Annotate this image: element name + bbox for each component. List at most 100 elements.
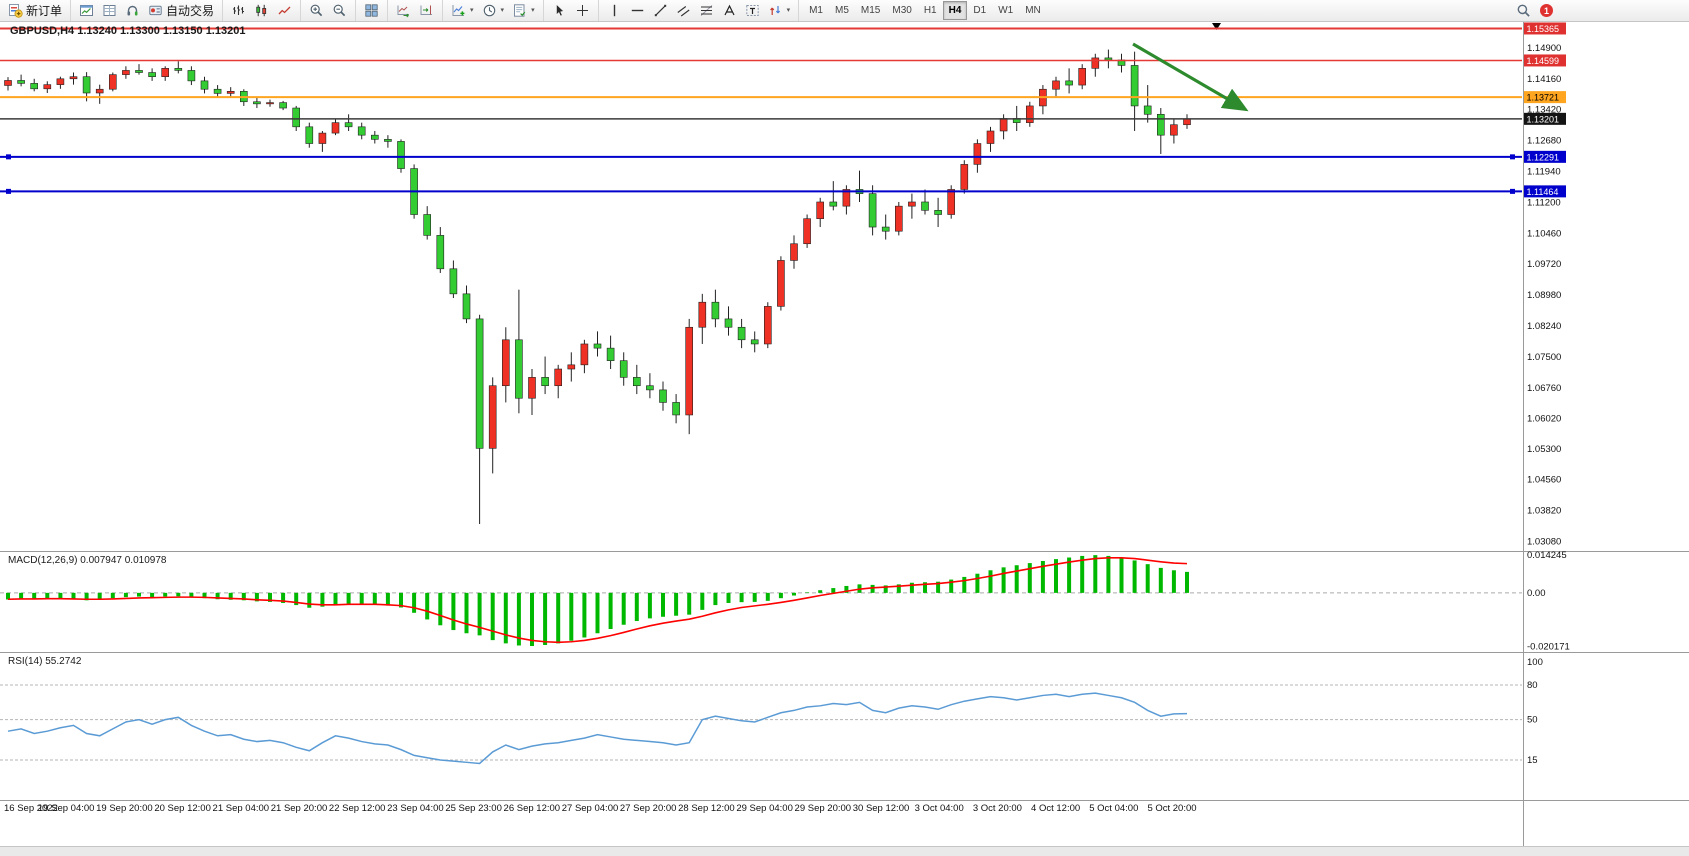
trendline-button[interactable] <box>650 1 671 20</box>
panel-separators <box>0 21 1689 846</box>
support-line[interactable] <box>0 188 1522 194</box>
community-button[interactable] <box>122 1 143 20</box>
rsi-line <box>7 692 1188 765</box>
bear-candle <box>724 306 733 336</box>
bear-candle <box>659 381 667 411</box>
trend-arrow[interactable] <box>1132 42 1249 112</box>
time-tick-label: 29 Sep 20:00 <box>795 803 852 814</box>
bear-candle <box>711 289 720 328</box>
timeframe-m5-button[interactable]: M5 <box>835 5 849 16</box>
toolbar-group: 自动交易 <box>70 0 222 21</box>
new-order-icon <box>8 3 23 18</box>
text-label-button[interactable] <box>742 1 763 20</box>
zoom-in-button[interactable] <box>306 1 327 20</box>
price-axis[interactable]: 1.14900 1.14160 1.13420 1.12680 1.11940 1.112… <box>1524 22 1570 766</box>
macd-panel[interactable] <box>0 555 1522 647</box>
dropdown-caret-icon[interactable]: ▾ <box>786 7 791 14</box>
data-window-button[interactable] <box>99 1 120 20</box>
trendline-icon <box>653 3 668 18</box>
candlestick-chart-type-button[interactable] <box>251 1 272 20</box>
tile-windows-button[interactable] <box>361 1 382 20</box>
bear-candle <box>737 318 746 349</box>
chart-shift-button[interactable] <box>416 1 437 20</box>
bull-candle <box>908 193 916 219</box>
bear-candle <box>921 189 929 215</box>
price-tick-label: 1.03080 <box>1527 536 1561 547</box>
main-price-panel[interactable] <box>0 23 1522 524</box>
price-tick-label: 1.05300 <box>1527 444 1561 455</box>
dropdown-caret-icon[interactable]: ▾ <box>531 7 535 14</box>
toolbar-group <box>542 0 598 21</box>
bull-candle <box>1183 114 1191 129</box>
price-tick-label: 1.11940 <box>1527 166 1561 177</box>
line-handle[interactable] <box>6 154 11 160</box>
timeframe-d1-button[interactable]: D1 <box>973 5 987 16</box>
dropdown-caret-icon[interactable]: ▾ <box>470 7 474 14</box>
chart-shift-marker-icon[interactable] <box>1212 23 1221 30</box>
price-tick-label: 1.09720 <box>1527 259 1561 270</box>
line-handle[interactable] <box>6 188 11 194</box>
cursor-button[interactable] <box>549 1 570 20</box>
price-badge-1.13201: 1.13201 <box>1524 112 1566 125</box>
equidistant-channel-button[interactable] <box>673 1 694 20</box>
rsi-panel[interactable] <box>0 684 1522 765</box>
timeframe-w1-button[interactable]: W1 <box>998 5 1014 16</box>
price-badge-1.15365: 1.15365 <box>1524 22 1566 35</box>
rsi-tick-label: 15 <box>1527 755 1538 766</box>
line-chart-type-button[interactable] <box>274 1 295 20</box>
bull-candle <box>56 76 65 89</box>
bull-candle <box>1052 76 1060 98</box>
bear-candle <box>1065 68 1073 94</box>
bear-candle <box>672 394 680 424</box>
price-badge-1.11464: 1.11464 <box>1524 185 1566 198</box>
text-button[interactable] <box>719 1 740 20</box>
time-tick-label: 19 Sep 20:00 <box>96 803 153 814</box>
horizontal-scrollbar[interactable] <box>0 846 1689 856</box>
toolbar-group <box>300 0 355 21</box>
indicators-icon <box>451 3 466 18</box>
timeframe-m30-button[interactable]: M30 <box>892 5 912 16</box>
bull-candle <box>266 99 274 107</box>
crosshair-button[interactable] <box>572 1 593 20</box>
autotrading-button[interactable]: 自动交易 <box>145 1 217 20</box>
line-handle[interactable] <box>1510 188 1515 194</box>
cursor-icon <box>552 3 567 18</box>
search-button[interactable] <box>1513 1 1534 20</box>
timeframe-h1-button[interactable]: H1 <box>923 5 937 16</box>
bull-candle <box>790 235 798 269</box>
indicators-button[interactable]: ▾ <box>448 1 477 20</box>
text-label-icon <box>745 3 760 18</box>
rsi-tick-label: 100 <box>1527 657 1543 668</box>
timeframe-m1-button[interactable]: M1 <box>809 5 823 16</box>
notification-badge[interactable]: 1 <box>1540 4 1553 17</box>
bear-candle <box>855 170 864 202</box>
bear-candle <box>213 85 222 98</box>
timeframe-m15-button[interactable]: M15 <box>860 5 881 16</box>
zoom-out-button[interactable] <box>329 1 350 20</box>
new-order-button[interactable]: 新订单 <box>5 1 65 20</box>
vertical-line-button[interactable] <box>604 1 625 20</box>
bear-candle <box>475 314 484 524</box>
bar-chart-type-button[interactable] <box>228 1 249 20</box>
new-chart-button[interactable] <box>76 1 97 20</box>
arrows-button[interactable]: ▾ <box>765 1 794 20</box>
bull-candle <box>318 130 327 152</box>
bull-candle <box>43 81 52 93</box>
timeframe-h4-button[interactable]: H4 <box>942 1 968 20</box>
dropdown-caret-icon[interactable]: ▾ <box>500 7 505 14</box>
timeframe-mn-button[interactable]: MN <box>1025 5 1041 16</box>
horizontal-line-button[interactable] <box>627 1 648 20</box>
bull-candle <box>501 327 510 403</box>
time-tick-label: 16 Sep 2022 <box>4 803 58 814</box>
symbol-ohlc-header: GBPUSD,H4 1.13240 1.13300 1.13150 1.1320… <box>10 25 246 37</box>
auto-scroll-button[interactable] <box>393 1 414 20</box>
bear-candle <box>253 97 261 109</box>
periods-button[interactable]: ▾ <box>479 1 508 20</box>
fibonacci-button[interactable] <box>696 1 717 20</box>
toolbar-group <box>355 0 387 21</box>
templates-button[interactable]: ▾ <box>509 1 538 20</box>
support-line[interactable] <box>0 154 1522 160</box>
line-handle[interactable] <box>1510 154 1515 160</box>
